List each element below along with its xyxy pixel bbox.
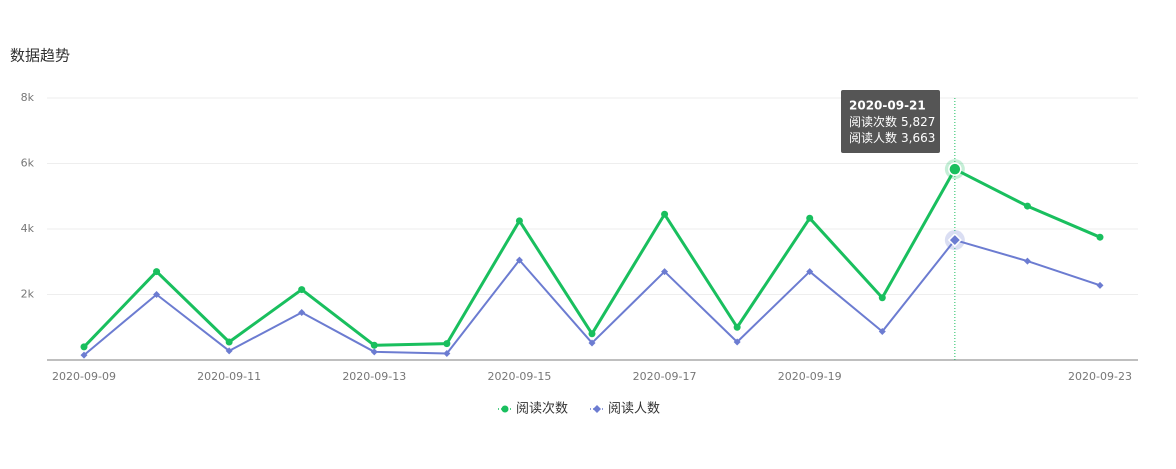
x-tick-label: 2020-09-13: [342, 370, 406, 383]
point: [878, 328, 886, 336]
point: [1023, 257, 1031, 265]
point: [588, 339, 596, 347]
tooltip-row: 阅读次数 5,827: [849, 114, 935, 129]
point: [947, 232, 962, 248]
point: [515, 217, 523, 225]
point: [443, 340, 451, 348]
y-tick-label: 8k: [21, 91, 35, 104]
tooltip-value: 5,827: [901, 115, 935, 129]
y-tick-label: 6k: [21, 157, 35, 170]
point: [443, 349, 451, 357]
legend-marker: [501, 405, 509, 413]
point: [298, 286, 306, 294]
chart-title: 数据趋势: [10, 47, 70, 65]
tooltip-series-name: 阅读人数: [849, 130, 897, 145]
point: [370, 341, 378, 349]
tooltip-value: 3,663: [901, 131, 935, 145]
x-tick-label: 2020-09-09: [52, 370, 116, 383]
series-line: [82, 167, 1101, 348]
point: [661, 268, 669, 276]
point: [588, 330, 596, 338]
x-tick-label: 2020-09-19: [778, 370, 842, 383]
legend-marker: [593, 405, 601, 413]
point: [80, 343, 88, 351]
y-tick-label: 4k: [21, 222, 35, 235]
point: [661, 210, 669, 218]
point: [153, 268, 161, 276]
x-tick-label: 2020-09-17: [633, 370, 697, 383]
legend-label: 阅读次数: [516, 401, 568, 417]
point: [225, 338, 233, 346]
x-tick-label: 2020-09-15: [487, 370, 551, 383]
x-tick-label: 2020-09-23: [1068, 370, 1132, 383]
point: [370, 348, 378, 356]
point: [733, 323, 741, 331]
point: [878, 294, 886, 302]
tooltip-box: [841, 90, 940, 153]
tooltip-series-name: 阅读次数: [849, 114, 897, 129]
point: [948, 162, 962, 176]
point: [733, 338, 741, 346]
legend-label: 阅读人数: [608, 402, 660, 417]
point: [806, 214, 814, 222]
tooltip-title: 2020-09-21: [849, 99, 926, 113]
point: [515, 256, 523, 264]
point: [153, 291, 161, 298]
point: [225, 347, 233, 355]
x-tick-label: 2020-09-11: [197, 370, 261, 383]
point: [806, 268, 814, 276]
point: [80, 351, 88, 359]
y-tick-label: 2k: [21, 288, 35, 301]
tooltip-row: 阅读人数 3,663: [849, 130, 935, 145]
point: [298, 309, 306, 317]
point: [1096, 281, 1104, 289]
point: [1023, 202, 1031, 210]
point: [1096, 233, 1104, 241]
